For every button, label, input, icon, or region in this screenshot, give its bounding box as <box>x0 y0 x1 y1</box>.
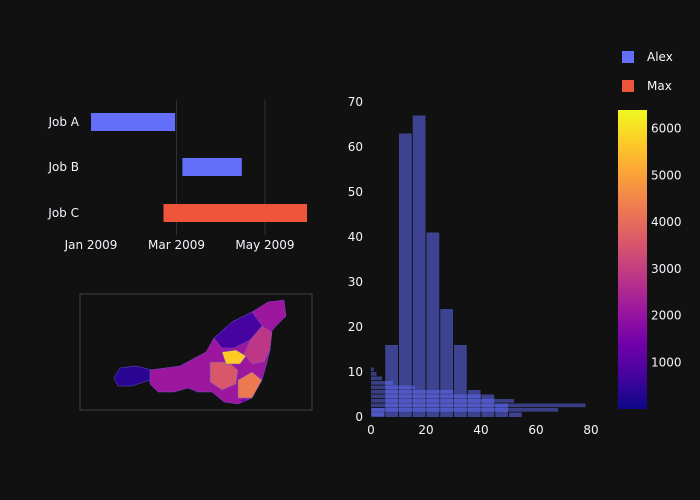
legend-label[interactable]: Alex <box>647 50 673 64</box>
hist-horizontal-bar <box>371 390 454 394</box>
hist-x-tick-label: 60 <box>528 423 543 437</box>
hist-bar <box>426 232 440 417</box>
colorbar-tick-label: 2000 <box>651 309 682 323</box>
hist-horizontal-bar <box>371 372 377 376</box>
colorbar-tick-label: 3000 <box>651 262 682 276</box>
hist-x-tick-label: 20 <box>418 423 433 437</box>
gantt-chart: Jan 2009 Mar 2009 May 2009 Job A Job B Job C <box>47 100 308 252</box>
hist-bar <box>440 309 453 417</box>
gantt-x-tick-label: Mar 2009 <box>148 238 205 252</box>
gantt-y-tick-label: Job B <box>47 160 79 174</box>
hist-y-tick-label: 50 <box>348 185 363 199</box>
colorbar: 1000 2000 3000 4000 5000 6000 <box>618 110 682 409</box>
gantt-bar <box>91 113 176 131</box>
colorbar-tick-label: 5000 <box>651 168 682 182</box>
hist-bar <box>467 390 481 417</box>
map-frame <box>79 293 313 411</box>
hist-y-tick-label: 60 <box>348 140 363 154</box>
hist-bar <box>399 133 412 417</box>
map-region-hotspot <box>221 349 247 365</box>
hist-x-tick-label: 0 <box>367 423 375 437</box>
legend: Alex Max <box>622 50 673 93</box>
legend-swatch <box>622 51 634 63</box>
histogram-chart: 0 10 20 30 40 50 60 70 0 20 40 60 80 <box>348 95 599 437</box>
gantt-y-tick-label: Job A <box>47 115 79 129</box>
hist-bar <box>495 403 508 417</box>
hist-bar <box>412 115 426 417</box>
hist-bar <box>371 408 385 417</box>
choropleth-map <box>79 293 313 411</box>
colorbar-gradient <box>618 110 647 409</box>
map-region-island <box>240 399 246 403</box>
hist-horizontal-bar <box>371 394 481 399</box>
hist-x-tick-label: 40 <box>473 423 488 437</box>
hist-y-tick-label: 10 <box>348 365 363 379</box>
colorbar-tick-label: 4000 <box>651 215 682 229</box>
legend-label[interactable]: Max <box>647 79 672 93</box>
hist-bar <box>385 345 398 417</box>
hist-horizontal-bar <box>371 381 393 385</box>
hist-bar <box>509 412 522 417</box>
colorbar-tick-label: 6000 <box>651 122 682 136</box>
legend-swatch <box>622 80 634 92</box>
hist-y-tick-label: 40 <box>348 230 363 244</box>
hist-horizontal-bar <box>371 367 374 372</box>
gantt-bar <box>182 158 242 176</box>
hist-bar <box>481 394 495 417</box>
gantt-x-tick-label: Jan 2009 <box>64 238 118 252</box>
gantt-bar <box>163 204 308 222</box>
gantt-x-tick-label: May 2009 <box>235 238 294 252</box>
hist-bar <box>454 345 467 417</box>
hist-x-tick-label: 80 <box>583 423 598 437</box>
hist-y-tick-label: 0 <box>355 410 363 424</box>
map-region-southeast <box>237 371 263 399</box>
hist-y-tick-label: 70 <box>348 95 363 109</box>
colorbar-tick-label: 1000 <box>651 355 682 369</box>
hist-y-tick-label: 20 <box>348 320 363 334</box>
hist-y-tick-label: 30 <box>348 275 363 289</box>
gantt-y-tick-label: Job C <box>47 206 79 220</box>
hist-horizontal-bar <box>371 376 382 381</box>
